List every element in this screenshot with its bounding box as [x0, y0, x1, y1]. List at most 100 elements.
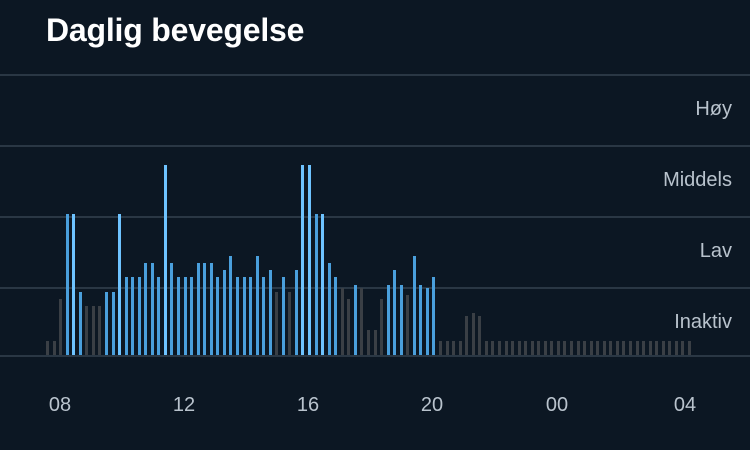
activity-bar	[661, 340, 665, 355]
gridline-top	[0, 74, 750, 76]
activity-bar	[648, 340, 652, 355]
activity-bar	[366, 330, 370, 355]
activity-bar	[570, 340, 573, 355]
gridline-middels	[0, 216, 750, 218]
activity-bar	[412, 256, 416, 355]
activity-bar	[157, 277, 161, 355]
activity-bar	[216, 277, 220, 355]
activity-bar	[543, 340, 547, 355]
activity-bar	[497, 340, 501, 355]
activity-bar	[235, 277, 239, 355]
activity-bar	[602, 340, 606, 355]
activity-bar	[425, 288, 429, 355]
activity-bar	[419, 284, 423, 355]
activity-bar	[445, 340, 449, 355]
gridline-hoy	[0, 145, 750, 147]
activity-bar	[275, 291, 279, 356]
activity-bar	[327, 263, 331, 356]
activity-bar	[170, 263, 174, 356]
activity-bar	[163, 164, 167, 355]
activity-bar	[104, 291, 108, 356]
activity-bar	[183, 277, 187, 355]
activity-bar	[340, 288, 344, 355]
activity-bar	[458, 340, 462, 355]
x-tick-label: 20	[420, 394, 444, 416]
activity-bar	[511, 340, 515, 355]
activity-bar	[124, 277, 128, 355]
gridline-baseline	[0, 355, 750, 357]
activity-bar	[203, 263, 207, 356]
x-tick-label: 04	[673, 394, 697, 416]
activity-bar	[111, 291, 115, 356]
activity-bar	[190, 277, 194, 355]
activity-bar	[478, 316, 482, 355]
activity-bar	[504, 340, 508, 355]
activity-bar	[72, 214, 76, 355]
activity-bar	[432, 277, 436, 355]
activity-bar	[380, 298, 384, 355]
activity-bar	[308, 164, 311, 355]
activity-bar	[222, 270, 226, 355]
level-label-middels: Middels	[663, 169, 732, 191]
activity-bar	[249, 277, 252, 355]
activity-bar	[674, 340, 678, 355]
activity-bar	[550, 340, 554, 355]
activity-bar	[537, 340, 541, 355]
activity-bar	[288, 291, 292, 356]
activity-bar	[281, 277, 285, 355]
activity-bar	[209, 263, 213, 356]
activity-bar	[229, 256, 233, 355]
activity-bar	[439, 340, 442, 355]
activity-bar	[576, 340, 580, 355]
gridline-lav	[0, 287, 750, 289]
activity-bar	[491, 340, 495, 355]
activity-bar	[52, 340, 56, 355]
activity-bar	[150, 263, 154, 356]
activity-bar	[294, 270, 298, 355]
activity-bar	[255, 256, 259, 355]
activity-bar	[668, 340, 672, 355]
activity-bar	[471, 312, 475, 355]
activity-bar	[393, 270, 397, 355]
activity-bar	[687, 340, 691, 355]
activity-bar	[262, 277, 266, 355]
activity-bar	[465, 316, 469, 355]
activity-bar	[314, 214, 318, 355]
level-label-lav: Lav	[699, 240, 732, 262]
activity-bar	[268, 270, 272, 355]
activity-bar	[59, 298, 63, 355]
activity-bar	[596, 340, 600, 355]
page-title: Daglig bevegelse	[46, 12, 305, 48]
x-tick-label: 00	[545, 394, 569, 416]
activity-bar	[615, 340, 619, 355]
activity-bar	[242, 277, 246, 355]
activity-bar	[301, 164, 305, 355]
activity-bar	[347, 298, 351, 355]
activity-bar	[386, 284, 390, 355]
activity-bar	[655, 340, 659, 355]
activity-bar	[642, 340, 645, 355]
activity-bar	[583, 340, 587, 355]
activity-bar	[681, 340, 685, 355]
activity-bar	[452, 340, 456, 355]
activity-bar	[622, 340, 626, 355]
x-tick-label: 08	[48, 394, 72, 416]
activity-bar	[131, 277, 135, 355]
activity-bar	[556, 340, 560, 355]
activity-bar	[563, 340, 567, 355]
activity-bar	[589, 340, 593, 355]
activity-bar	[517, 340, 521, 355]
level-label-inaktiv: Inaktiv	[674, 311, 732, 333]
activity-bar	[373, 330, 377, 355]
activity-bar	[177, 277, 180, 355]
activity-bar	[196, 263, 200, 356]
x-tick-label: 12	[172, 394, 196, 416]
level-label-hoy: Høy	[695, 98, 732, 120]
activity-bar	[609, 340, 613, 355]
activity-bar	[353, 284, 357, 355]
activity-bar	[635, 340, 639, 355]
activity-bar	[399, 284, 403, 355]
activity-bar	[334, 277, 338, 355]
activity-bar	[406, 295, 410, 355]
